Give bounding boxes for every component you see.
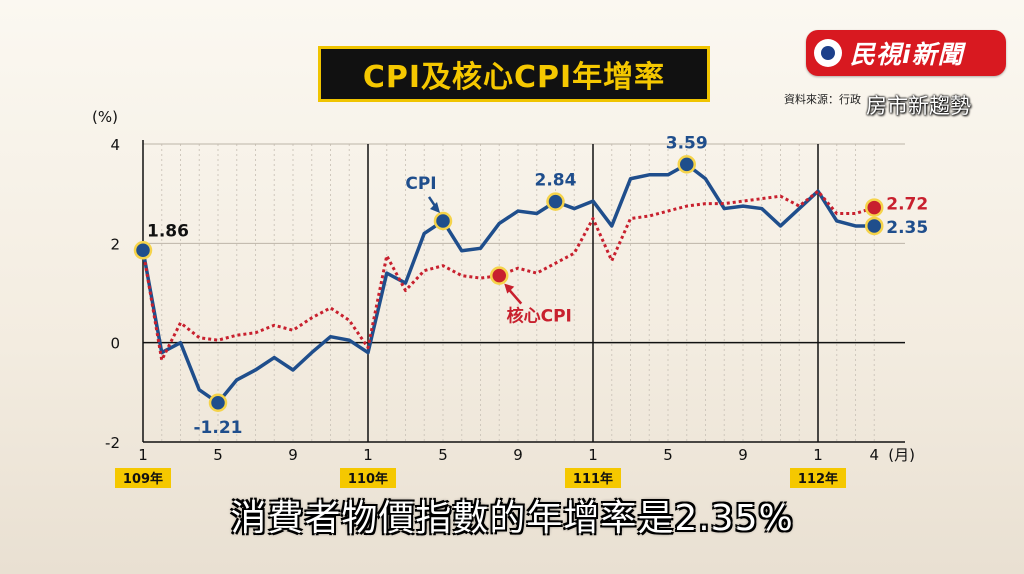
axes (142, 140, 905, 443)
x-tick-label: 1 (813, 446, 823, 464)
x-tick-label: 5 (213, 446, 223, 464)
program-watermark: 房市新趨勢 (866, 94, 971, 118)
chart-labels: 4 2 0 -2 (%) 1 5 9 1 5 9 1 5 9 1 4 (月) 109年 110年 111年 112年 1.… (92, 108, 928, 488)
value-label-cpi-last: 2.35 (886, 218, 928, 238)
value-label-max: 3.59 (666, 133, 708, 153)
year-badge-label: 111年 (573, 471, 613, 487)
y-tick-label: 2 (110, 235, 120, 253)
annotation-arrowhead-cpi (430, 201, 440, 213)
series-label-core-cpi: 核心CPI (507, 306, 572, 327)
core-cpi-line (141, 189, 875, 362)
cpi-marker (433, 211, 453, 231)
x-tick-label: 9 (738, 446, 748, 464)
year-badge (115, 468, 171, 488)
core-cpi-marker (865, 198, 884, 217)
y-tick-label: -2 (105, 434, 120, 452)
data-markers (133, 155, 884, 413)
series-label-cpi: CPI (405, 174, 436, 194)
y-tick-label: 0 (110, 335, 120, 353)
x-tick-label: 9 (288, 446, 298, 464)
logo-eye-icon (814, 39, 842, 67)
series-lines (141, 162, 875, 405)
data-source: 資料來源：行政 (784, 93, 861, 106)
annotation-arrowhead-core (504, 283, 515, 294)
cpi-marker (677, 155, 696, 174)
caption-subtitle: 消費者物價指數的年增率是2.35% (230, 498, 794, 539)
cpi-line (141, 162, 875, 405)
logo-text: 民視i新聞 (850, 40, 964, 69)
year-badge-label: 110年 (348, 471, 388, 487)
x-tick-label: 5 (663, 446, 673, 464)
year-badge-label: 109年 (123, 471, 163, 487)
year-badge-label: 112年 (798, 471, 838, 487)
x-axis-unit-label: (月) (888, 446, 915, 464)
value-label-min: -1.21 (194, 418, 243, 438)
chart-title: CPI及核心CPI年增率 (362, 60, 666, 95)
value-label-first: 1.86 (147, 221, 189, 241)
cpi-marker (208, 393, 228, 413)
value-label-core-last: 2.72 (886, 195, 928, 215)
station-logo: 民視i新聞 (806, 30, 1006, 76)
cpi-marker (865, 216, 884, 236)
x-tick-label: 4 (869, 446, 879, 464)
x-tick-label: 1 (363, 446, 373, 464)
x-tick-label: 1 (138, 446, 148, 464)
year-badge (790, 468, 846, 488)
cpi-marker (133, 241, 153, 260)
x-tick-label: 5 (438, 446, 448, 464)
chart-title-box: CPI及核心CPI年增率 (318, 46, 710, 102)
y-axis-unit-label: (%) (92, 108, 118, 126)
grid-lines (142, 143, 905, 443)
x-tick-label: 1 (588, 446, 598, 464)
year-badge (565, 468, 621, 488)
y-tick-label: 4 (110, 136, 120, 154)
value-label-cpi: 2.84 (535, 171, 577, 191)
core-cpi-marker (490, 266, 509, 285)
year-badge (340, 468, 396, 488)
cpi-marker (546, 192, 565, 211)
x-tick-label: 9 (513, 446, 523, 464)
